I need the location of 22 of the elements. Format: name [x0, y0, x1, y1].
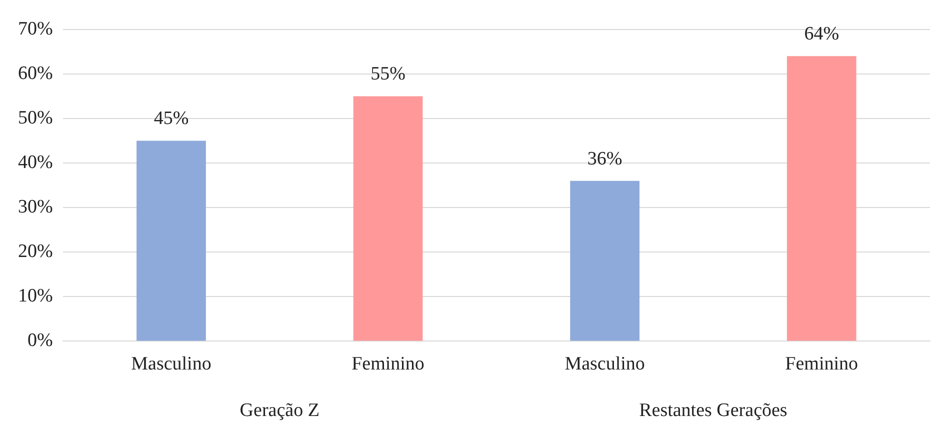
bar: [570, 180, 640, 341]
bar: [136, 140, 206, 341]
x-tick-label: Masculino: [131, 354, 212, 375]
data-label: 45%: [154, 108, 189, 130]
y-tick-label: 60%: [18, 62, 53, 84]
y-tick-label: 70%: [18, 18, 53, 40]
x-tick-label: Masculino: [564, 354, 645, 375]
y-tick-label: 50%: [18, 107, 53, 128]
text: Restantes Gerações: [639, 400, 788, 421]
text: Geração Z: [240, 400, 320, 421]
y-tick-label: 0%: [28, 330, 53, 352]
data-label: 36%: [587, 148, 622, 170]
y-tick-label: 10%: [18, 286, 53, 307]
bar: [786, 56, 856, 341]
data-label: 55%: [370, 64, 406, 85]
y-tick-label: 40%: [18, 152, 53, 174]
x-tick-label: Feminino: [785, 354, 858, 375]
y-tick-label: 30%: [18, 196, 53, 218]
data-label: 64%: [804, 24, 840, 45]
x-tick-label: Feminino: [352, 354, 424, 375]
bar: [353, 96, 423, 341]
y-tick-label: 20%: [18, 241, 53, 262]
